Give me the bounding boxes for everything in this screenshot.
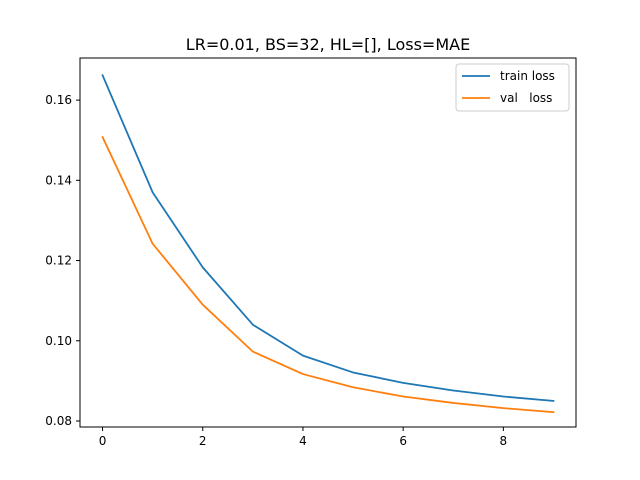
series-line-0	[101, 74, 555, 402]
legend-label-0: train loss	[500, 69, 555, 83]
x-tick-label: 8	[500, 434, 508, 448]
y-tick-label: 0.10	[45, 334, 72, 348]
x-tick-label: 4	[299, 434, 307, 448]
series-line-1	[101, 135, 555, 414]
series-layer	[101, 74, 555, 414]
x-tick-label: 0	[99, 434, 107, 448]
y-tick-label: 0.14	[45, 173, 72, 187]
plot-frame	[79, 57, 577, 428]
legend: train loss val loss	[455, 63, 570, 112]
legend-label-1: val loss	[500, 91, 552, 105]
y-tick-label: 0.16	[45, 93, 72, 107]
y-tick-label: 0.08	[45, 414, 72, 428]
chart-title: LR=0.01, BS=32, HL=[], Loss=MAE	[186, 35, 470, 54]
y-tick-label: 0.12	[45, 254, 72, 268]
ticks-layer: 0 2 4 6 8 0.08 0.10 0.12 0.14 0.16	[45, 93, 507, 448]
x-tick-label: 6	[399, 434, 407, 448]
x-tick-label: 2	[199, 434, 207, 448]
